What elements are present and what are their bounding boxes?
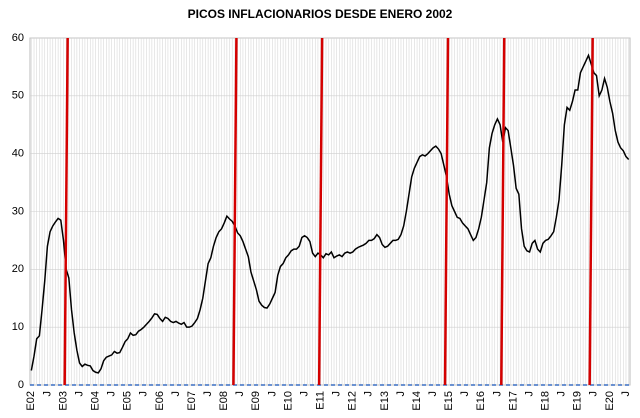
x-tick-label: J: [620, 391, 632, 397]
x-tick-label: E13: [379, 391, 391, 411]
x-tick-label: J: [363, 391, 375, 397]
peak-marker: [588, 37, 594, 386]
x-tick-label: E17: [507, 391, 519, 411]
x-tick-label: E11: [315, 391, 327, 410]
x-tick-label: E15: [443, 391, 455, 411]
peak-marker: [317, 37, 324, 386]
x-tick-label: E02: [25, 391, 37, 411]
x-tick-label: E19: [572, 391, 584, 411]
y-tick-label: 20: [12, 263, 24, 275]
peak-marker: [500, 37, 506, 386]
x-tick-label: J: [138, 391, 150, 397]
peak-marker: [63, 37, 69, 386]
x-tick-label: J: [556, 391, 568, 397]
x-tick-label: J: [298, 391, 310, 397]
x-tick-label: J: [427, 391, 439, 397]
x-tick-label: J: [266, 391, 278, 397]
peak-marker: [232, 37, 238, 386]
y-tick-label: 10: [12, 321, 24, 333]
x-tick-label: J: [202, 391, 214, 397]
x-tick-label: J: [234, 391, 246, 397]
x-tick-label: E05: [122, 391, 134, 411]
y-tick-label: 50: [12, 90, 24, 102]
x-tick-label: J: [459, 391, 471, 397]
series-line: [30, 53, 630, 374]
x-tick-label: E16: [475, 391, 487, 411]
x-tick-label: J: [331, 391, 343, 397]
y-tick-label: 60: [12, 32, 24, 44]
peak-marker: [443, 37, 450, 386]
y-tick-label: 40: [12, 148, 24, 160]
x-tick-label: E12: [347, 391, 359, 411]
x-tick-label: J: [588, 391, 600, 397]
x-tick-label: E07: [186, 391, 198, 411]
x-tick-label: E03: [57, 391, 69, 411]
y-tick-label: 30: [12, 205, 24, 217]
x-tick-label: E04: [90, 391, 102, 411]
chart-title: PICOS INFLACIONARIOS DESDE ENERO 2002: [188, 7, 453, 21]
x-tick-label: J: [73, 391, 85, 397]
x-tick-label: E18: [540, 391, 552, 411]
x-tick-label: J: [106, 391, 118, 397]
x-tick-label: J: [395, 391, 407, 397]
x-tick-label: J: [41, 391, 53, 397]
x-tick-label: E20: [604, 391, 616, 411]
x-tick-label: J: [170, 391, 182, 397]
x-tick-label: E06: [154, 391, 166, 411]
x-tick-label: E14: [411, 391, 423, 411]
x-tick-label: E10: [282, 391, 294, 411]
x-tick-label: E08: [218, 391, 230, 411]
x-tick-label: J: [491, 391, 503, 397]
x-tick-label: J: [523, 391, 535, 397]
y-tick-label: 0: [18, 379, 24, 391]
x-tick-label: E09: [250, 391, 262, 411]
